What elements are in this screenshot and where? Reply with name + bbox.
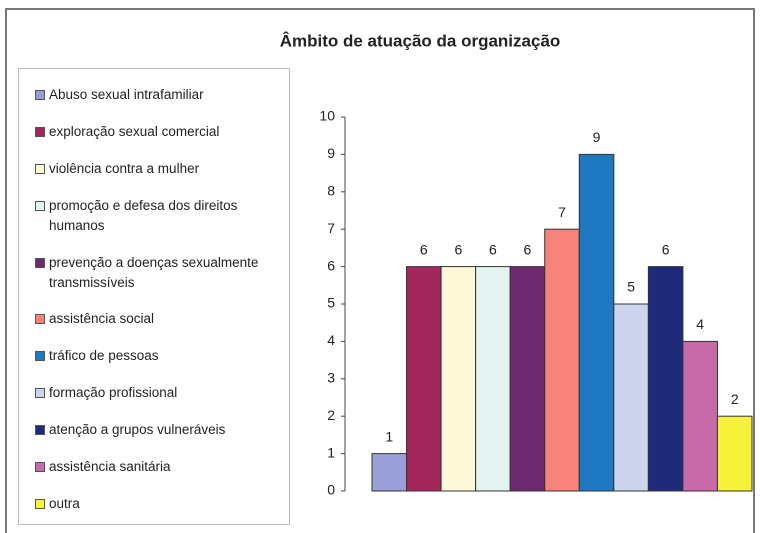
legend: Abuso sexual intrafamiliar exploração sex…	[18, 68, 290, 525]
y-tick-label: 3	[327, 370, 335, 386]
chart-title: Âmbito de atuação da organização	[280, 31, 561, 50]
legend-item: violência contra a mulher	[35, 159, 281, 179]
legend-swatch	[35, 425, 45, 436]
legend-swatch	[35, 257, 45, 268]
legend-swatch	[35, 351, 45, 362]
legend-item: assistência social	[35, 309, 281, 329]
y-tick-label: 0	[327, 482, 335, 498]
data-label: 2	[731, 391, 739, 407]
bar	[509, 266, 546, 492]
legend-label: assistência social	[49, 311, 155, 327]
legend-swatch	[35, 498, 45, 509]
legend-label: prevenção a doenças sexualmente transmis…	[49, 254, 259, 290]
bar	[578, 153, 615, 492]
data-label: 4	[696, 316, 704, 332]
data-label: 6	[489, 241, 497, 257]
legend-label: tráfico de pessoas	[49, 348, 159, 364]
legend-label: promoção e defesa dos direitos humanos	[49, 197, 238, 233]
bar	[440, 266, 477, 492]
legend-label: atenção a grupos vulneráveis	[49, 422, 226, 438]
legend-swatch	[35, 388, 45, 399]
legend-swatch	[35, 314, 45, 325]
y-tick-label: 8	[327, 183, 335, 199]
legend-swatch	[35, 90, 45, 100]
legend-item: atenção a grupos vulneráveis	[35, 420, 281, 440]
legend-item: exploração sexual comercial	[35, 122, 281, 142]
y-tick-label: 10	[319, 108, 335, 124]
data-label: 1	[385, 428, 393, 444]
data-label: 7	[558, 204, 566, 220]
y-tick-label: 6	[327, 257, 335, 273]
legend-swatch	[35, 126, 45, 137]
bar	[647, 266, 684, 492]
legend-label: assistência sanitária	[49, 459, 171, 475]
legend-item: assistência sanitária	[35, 457, 281, 477]
legend-item: formação profissional	[35, 383, 281, 403]
data-label: 6	[420, 241, 428, 257]
legend-item: outra	[35, 494, 281, 514]
y-tick-label: 1	[327, 444, 335, 460]
y-tick-label: 2	[327, 407, 335, 423]
bar	[371, 453, 408, 492]
data-label: 6	[662, 241, 670, 257]
data-label: 9	[593, 129, 601, 145]
y-tick-label: 4	[327, 332, 335, 348]
legend-swatch	[35, 462, 45, 473]
bar	[613, 303, 649, 492]
y-tick-label: 5	[327, 295, 335, 311]
legend-swatch	[35, 163, 45, 174]
legend-label: outra	[49, 495, 80, 511]
bar	[682, 340, 718, 492]
y-tick-label: 9	[327, 145, 335, 161]
bar	[544, 228, 580, 492]
data-label: 6	[454, 241, 462, 257]
frame	[5, 8, 755, 533]
bar	[716, 415, 753, 492]
legend-label: exploração sexual comercial	[49, 123, 220, 139]
legend-swatch	[35, 200, 45, 211]
legend-item: Abuso sexual intrafamiliar	[35, 85, 281, 105]
data-label: 6	[524, 241, 532, 257]
legend-item: prevenção a doenças sexualmente transmis…	[35, 253, 281, 293]
bar	[475, 266, 511, 492]
data-label: 5	[627, 279, 635, 295]
legend-label: formação profissional	[49, 385, 178, 401]
legend-item: promoção e defesa dos direitos humanos	[35, 196, 281, 236]
bar	[406, 266, 442, 492]
y-tick-label: 7	[327, 220, 335, 236]
legend-item: tráfico de pessoas	[35, 346, 281, 366]
legend-label: Abuso sexual intrafamiliar	[49, 87, 204, 102]
legend-label: violência contra a mulher	[49, 160, 200, 176]
